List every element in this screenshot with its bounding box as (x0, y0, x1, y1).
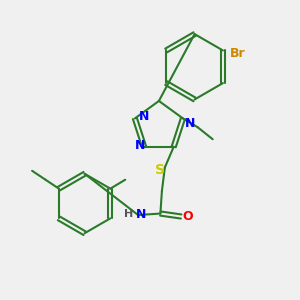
Text: H: H (124, 209, 133, 219)
Text: S: S (155, 164, 165, 177)
Text: Br: Br (230, 47, 246, 60)
Text: O: O (183, 210, 193, 223)
Text: N: N (136, 208, 146, 221)
Text: N: N (185, 117, 196, 130)
Text: N: N (135, 139, 145, 152)
Text: N: N (139, 110, 150, 123)
